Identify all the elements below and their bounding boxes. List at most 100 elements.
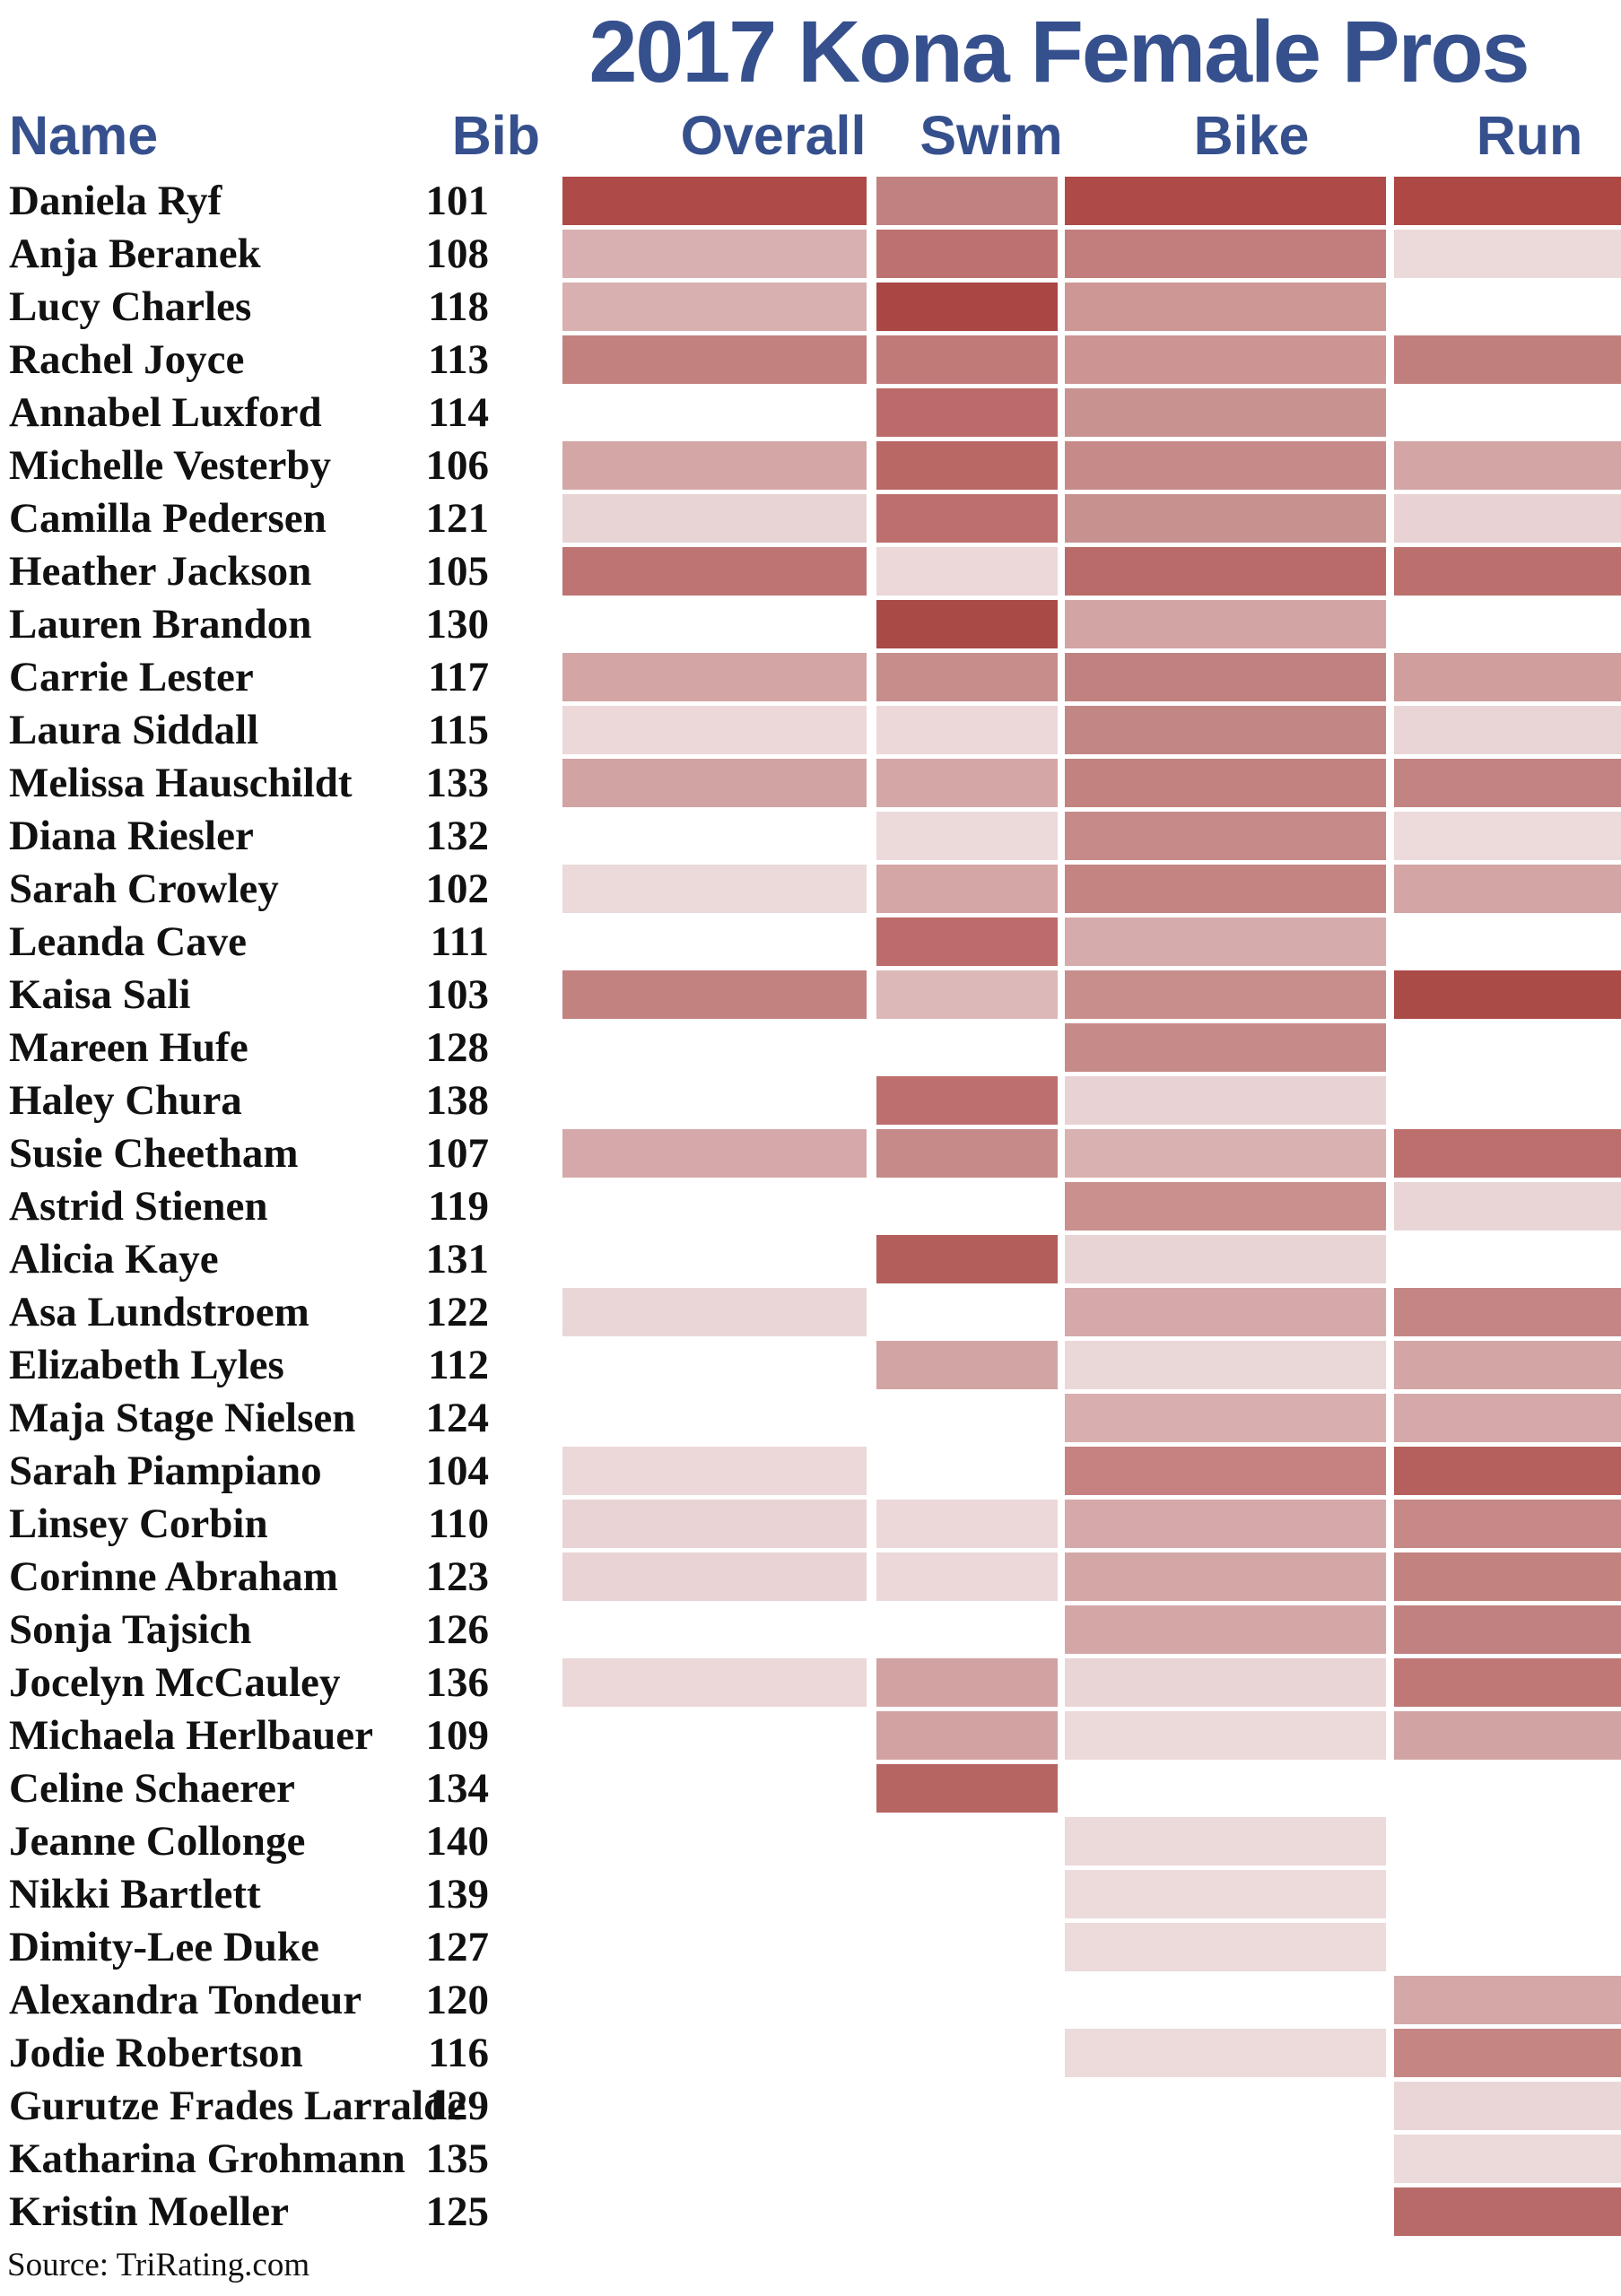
- table-row: Michaela Herlbauer 109: [0, 1711, 1621, 1760]
- overall-rating-cell: [562, 283, 867, 331]
- run-rating-cell: [1394, 335, 1621, 384]
- swim-rating-cell: [876, 1711, 1058, 1760]
- run-rating-cell: [1394, 1341, 1621, 1389]
- bib-number: 125: [425, 2188, 490, 2235]
- table-row: Katharina Grohmann 135: [0, 2135, 1621, 2183]
- bike-rating-cell: [1065, 1552, 1386, 1601]
- athlete-name: Sarah Piampiano: [9, 1448, 322, 1494]
- run-rating-cell: [1394, 970, 1621, 1019]
- bib-number: 112: [428, 1342, 489, 1388]
- column-header-bib: Bib: [451, 105, 540, 166]
- bib-number: 132: [425, 813, 490, 859]
- bike-rating-cell: [1065, 388, 1386, 437]
- athlete-name: Jocelyn McCauley: [9, 1659, 341, 1706]
- bib-number: 139: [425, 1871, 490, 1918]
- bike-rating-cell: [1065, 600, 1386, 648]
- athlete-name: Jodie Robertson: [9, 2030, 303, 2076]
- bike-rating-cell: [1065, 1129, 1386, 1178]
- table-row: Kaisa Sali 103: [0, 970, 1621, 1019]
- bib-number: 121: [425, 495, 490, 542]
- table-row: Heather Jackson 105: [0, 547, 1621, 596]
- bike-rating-cell: [1065, 1605, 1386, 1654]
- overall-rating-cell: [562, 547, 867, 596]
- athlete-name: Lucy Charles: [9, 283, 252, 330]
- table-row: Jeanne Collonge 140: [0, 1817, 1621, 1866]
- table-row: Daniela Ryf 101: [0, 177, 1621, 225]
- athlete-name: Heather Jackson: [9, 548, 312, 595]
- athlete-name: Gurutze Frades Larralde: [9, 2083, 466, 2129]
- swim-rating-cell: [876, 1552, 1058, 1601]
- athlete-name: Astrid Stienen: [9, 1183, 268, 1230]
- overall-rating-cell: [562, 441, 867, 490]
- athlete-name: Anja Beranek: [9, 230, 261, 277]
- bib-number: 114: [428, 389, 489, 436]
- bib-number: 138: [425, 1077, 490, 1124]
- bike-rating-cell: [1065, 441, 1386, 490]
- run-rating-cell: [1394, 1447, 1621, 1495]
- overall-rating-cell: [562, 177, 867, 225]
- table-row: Elizabeth Lyles 112: [0, 1341, 1621, 1389]
- bike-rating-cell: [1065, 1923, 1386, 1971]
- swim-rating-cell: [876, 283, 1058, 331]
- table-row: Diana Riesler 132: [0, 812, 1621, 860]
- swim-rating-cell: [876, 1500, 1058, 1548]
- bike-rating-cell: [1065, 653, 1386, 701]
- bib-number: 140: [425, 1818, 490, 1865]
- table-row: Lucy Charles 118: [0, 283, 1621, 331]
- run-rating-cell: [1394, 1976, 1621, 2024]
- athlete-name: Haley Chura: [9, 1077, 242, 1124]
- swim-rating-cell: [876, 177, 1058, 225]
- athlete-name: Nikki Bartlett: [9, 1871, 261, 1918]
- athlete-name: Lauren Brandon: [9, 601, 312, 648]
- athlete-name: Alexandra Tondeur: [9, 1977, 362, 2023]
- bib-number: 104: [425, 1448, 490, 1494]
- bike-rating-cell: [1065, 177, 1386, 225]
- swim-rating-cell: [876, 547, 1058, 596]
- bib-number: 113: [428, 336, 489, 383]
- bib-number: 133: [425, 760, 490, 806]
- table-row: Gurutze Frades Larralde 129: [0, 2082, 1621, 2130]
- bike-rating-cell: [1065, 759, 1386, 807]
- bib-number: 107: [425, 1130, 490, 1177]
- bike-rating-cell: [1065, 1235, 1386, 1283]
- swim-rating-cell: [876, 388, 1058, 437]
- run-rating-cell: [1394, 494, 1621, 543]
- swim-rating-cell: [876, 812, 1058, 860]
- bib-number: 106: [425, 442, 490, 489]
- athlete-name: Corinne Abraham: [9, 1553, 338, 1600]
- table-row: Laura Siddall 115: [0, 706, 1621, 754]
- run-rating-cell: [1394, 2082, 1621, 2130]
- bib-number: 102: [425, 865, 490, 912]
- swim-rating-cell: [876, 865, 1058, 913]
- bib-number: 119: [428, 1183, 489, 1230]
- table-row: Astrid Stienen 119: [0, 1182, 1621, 1231]
- run-rating-cell: [1394, 1658, 1621, 1707]
- swim-rating-cell: [876, 918, 1058, 966]
- bib-number: 134: [425, 1765, 490, 1812]
- run-rating-cell: [1394, 706, 1621, 754]
- run-rating-cell: [1394, 1129, 1621, 1178]
- swim-rating-cell: [876, 600, 1058, 648]
- run-rating-cell: [1394, 1552, 1621, 1601]
- column-header-name: Name: [9, 105, 159, 166]
- swim-rating-cell: [876, 653, 1058, 701]
- table-row: Anja Beranek 108: [0, 230, 1621, 278]
- bike-rating-cell: [1065, 1076, 1386, 1125]
- bib-number: 129: [425, 2083, 490, 2129]
- bike-rating-cell: [1065, 812, 1386, 860]
- table-row: Michelle Vesterby 106: [0, 441, 1621, 490]
- athlete-name: Sarah Crowley: [9, 865, 279, 912]
- athlete-name: Alicia Kaye: [9, 1236, 219, 1283]
- athlete-name: Leanda Cave: [9, 918, 248, 965]
- swim-rating-cell: [876, 335, 1058, 384]
- athlete-name: Maja Stage Nielsen: [9, 1395, 356, 1441]
- bib-number: 118: [428, 283, 489, 330]
- athlete-name: Annabel Luxford: [9, 389, 322, 436]
- table-row: Kristin Moeller 125: [0, 2187, 1621, 2236]
- bike-rating-cell: [1065, 1500, 1386, 1548]
- table-row: Sonja Tajsich 126: [0, 1605, 1621, 1654]
- table-row: Camilla Pedersen 121: [0, 494, 1621, 543]
- bib-number: 116: [428, 2030, 489, 2076]
- table-row: Lauren Brandon 130: [0, 600, 1621, 648]
